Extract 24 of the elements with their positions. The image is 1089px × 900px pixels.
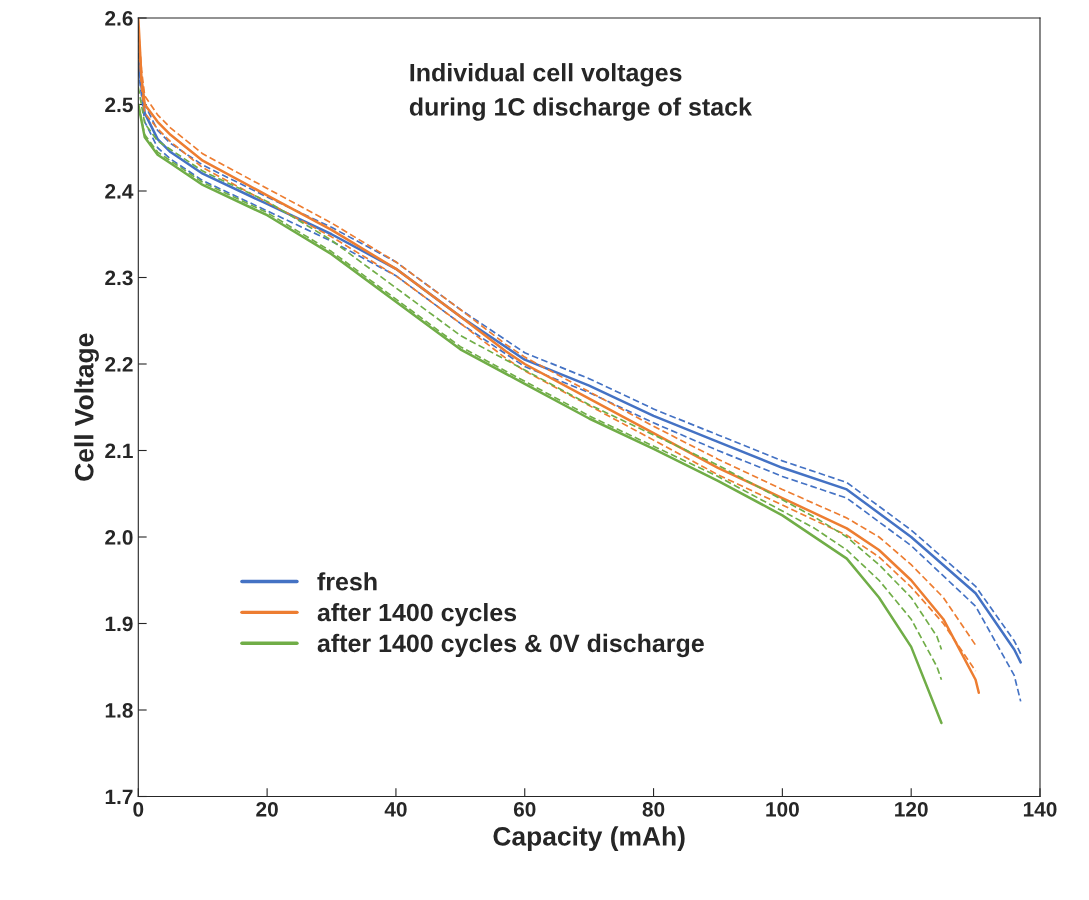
y-tick-label: 2.0	[105, 530, 133, 545]
x-tick-label: 0	[133, 801, 144, 817]
x-tick-label: 100	[766, 801, 799, 817]
y-tick-label: 2.1	[105, 443, 133, 459]
x-tick-label: 40	[384, 801, 407, 817]
y-tick-label: 2.5	[105, 97, 133, 113]
legend-label: after 1400 cycles	[317, 603, 517, 627]
x-tick-label: 80	[642, 801, 665, 817]
x-tick-label: 20	[256, 801, 278, 817]
legend-label: after 1400 cycles & 0V discharge	[317, 633, 704, 658]
legend-label: fresh	[317, 572, 377, 591]
x-axis-title: Capacity (mAh)	[493, 826, 685, 851]
y-tick-label: 1.9	[105, 616, 133, 632]
y-tick-label: 2.6	[105, 11, 133, 26]
y-tick-label: 2.2	[105, 357, 133, 372]
x-tick-label: 120	[895, 801, 928, 817]
y-axis-title: Cell Voltage	[74, 333, 99, 481]
text: Individual cell voltages during 1C discharge of stack	[409, 63, 752, 121]
y-tick-label: 2.3	[105, 270, 133, 286]
y-tick-label: 2.4	[105, 184, 134, 199]
y-tick-label: 1.8	[105, 703, 133, 718]
x-tick-label: 140	[1023, 801, 1057, 817]
x-tick-label: 60	[513, 801, 536, 817]
y-tick-label: 1.7	[105, 789, 133, 805]
